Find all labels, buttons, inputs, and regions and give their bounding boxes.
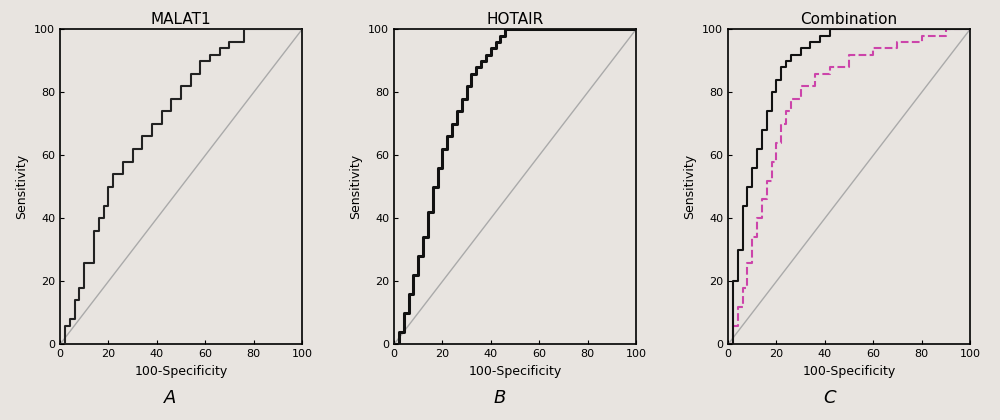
Title: Combination: Combination: [800, 12, 898, 27]
Title: MALAT1: MALAT1: [151, 12, 211, 27]
Text: A: A: [164, 389, 176, 407]
Y-axis label: Sensitivity: Sensitivity: [350, 154, 363, 220]
X-axis label: 100-Specificity: 100-Specificity: [468, 365, 562, 378]
Y-axis label: Sensitivity: Sensitivity: [684, 154, 697, 220]
X-axis label: 100-Specificity: 100-Specificity: [802, 365, 896, 378]
X-axis label: 100-Specificity: 100-Specificity: [134, 365, 228, 378]
Text: B: B: [494, 389, 506, 407]
Text: C: C: [824, 389, 836, 407]
Y-axis label: Sensitivity: Sensitivity: [16, 154, 29, 220]
Title: HOTAIR: HOTAIR: [486, 12, 544, 27]
